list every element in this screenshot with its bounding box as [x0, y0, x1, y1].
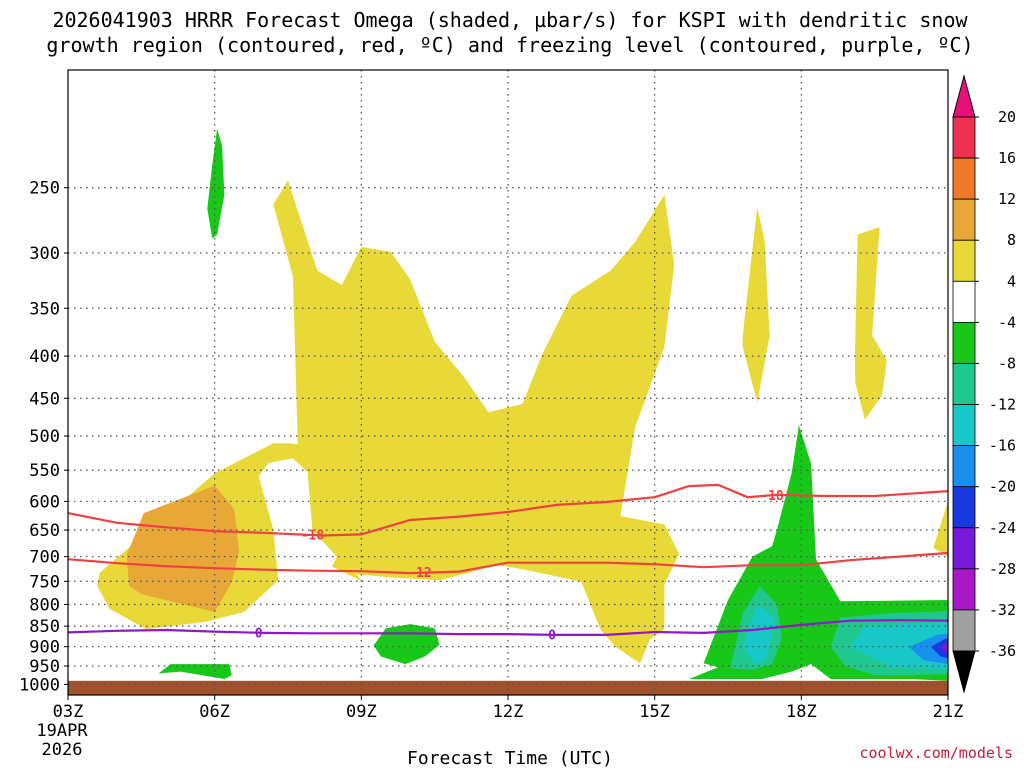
freezing-level-label: 0	[548, 629, 556, 644]
omega-minus12-east	[742, 604, 775, 665]
colorbar-swatch	[952, 198, 976, 241]
colorbar-swatch	[952, 568, 976, 611]
dendritic-top-line	[67, 483, 949, 537]
colorbar-swatch	[952, 363, 976, 405]
y-tick-label: 450	[29, 389, 60, 409]
freezing-level-label: 0	[255, 626, 263, 641]
y-tick-label: 650	[29, 521, 60, 541]
omega-minus4-0530z	[158, 664, 232, 679]
colorbar-label: -8	[998, 354, 1016, 372]
colorbar: 20 16 12 8 4 -4 -8 -12 -16 -20 -24 -28 -32 -36	[952, 74, 1016, 694]
omega-plus8	[126, 485, 240, 612]
x-tick-label: 09Z	[346, 702, 377, 722]
colorbar-label: -12	[989, 396, 1016, 414]
y-tick-label: 800	[29, 595, 60, 615]
x-tick-label: 03Z	[53, 702, 84, 722]
x-axis-ticks: 03Z 06Z 09Z 12Z 15Z 18Z 21Z	[53, 695, 964, 722]
colorbar-swatch	[952, 404, 976, 447]
plot-area: -18 -18 -12 0 0	[67, 69, 949, 696]
y-tick-label: 850	[29, 617, 60, 637]
y-tick-label: 600	[29, 492, 60, 512]
dendritic-top-label: -18	[760, 489, 784, 504]
freezing-level-line	[67, 619, 949, 636]
gridlines	[68, 70, 948, 695]
y-tick-label: 500	[29, 427, 60, 447]
colorbar-bottom-arrow	[952, 650, 976, 694]
y-tick-label: 400	[29, 347, 60, 367]
colorbar-label: -32	[989, 601, 1016, 619]
colorbar-label: -24	[989, 519, 1016, 537]
dendritic-bottom-label: -12	[408, 566, 431, 581]
y-tick-label: 750	[29, 572, 60, 592]
colorbar-swatch	[952, 280, 976, 323]
colorbar-swatch	[952, 609, 976, 652]
x-tick-label: 06Z	[199, 702, 230, 722]
omega-plus4-spike-19z	[855, 227, 887, 420]
chart-title-line1: 2026041903 HRRR Forecast Omega (shaded, …	[52, 8, 968, 32]
y-tick-label: 350	[29, 299, 60, 319]
omega-minus24-east	[940, 641, 948, 654]
y-tick-label: 950	[29, 657, 60, 677]
omega-shading	[97, 128, 948, 681]
colorbar-label: 8	[1007, 231, 1016, 249]
colorbar-swatch	[952, 527, 976, 570]
x-start-date-line1: 19APR	[36, 721, 88, 741]
colorbar-label: -20	[989, 478, 1016, 496]
colorbar-swatch	[952, 321, 976, 364]
colorbar-top-arrow	[952, 74, 976, 118]
x-tick-label: 15Z	[639, 702, 670, 722]
colorbar-swatch	[952, 486, 976, 529]
colorbar-label: 4	[1007, 272, 1016, 290]
colorbar-label: -28	[989, 560, 1016, 578]
x-tick-label: 21Z	[933, 702, 964, 722]
omega-plus4-corner	[933, 501, 948, 557]
y-tick-label: 900	[29, 638, 60, 658]
colorbar-swatch	[952, 116, 976, 159]
y-tick-label: 1000	[19, 675, 60, 695]
y-tick-label: 300	[29, 244, 60, 264]
credit-text: coolwx.com/models	[859, 744, 1013, 762]
y-tick-label: 250	[29, 179, 60, 199]
omega-minus20-east	[930, 638, 948, 659]
chart-title-line2: growth region (contoured, red, ºC) and f…	[46, 33, 973, 57]
omega-plus4-main	[97, 180, 680, 664]
colorbar-label: -4	[998, 313, 1016, 331]
temperature-contours: -18 -18 -12 0 0	[67, 483, 949, 644]
x-tick-label: 18Z	[786, 702, 817, 722]
colorbar-swatch	[952, 445, 976, 488]
colorbar-swatch	[952, 157, 976, 200]
y-axis-ticks: 2503003504004505005506006507007508008509…	[19, 179, 68, 695]
colorbar-label: 20	[998, 108, 1016, 126]
colorbar-label: -36	[989, 642, 1016, 660]
colorbar-label: 16	[998, 149, 1016, 167]
omega-minus4-top	[207, 128, 225, 239]
colorbar-swatch	[952, 239, 976, 282]
x-start-date-line2: 2026	[42, 740, 83, 760]
omega-plus4-spike-17z	[742, 207, 770, 403]
colorbar-label: 12	[998, 190, 1016, 208]
dendritic-bottom-line	[67, 551, 949, 575]
x-tick-label: 12Z	[493, 702, 524, 722]
y-tick-label: 550	[29, 461, 60, 481]
omega-minus4-10z	[373, 624, 440, 665]
dendritic-top-label: -18	[301, 528, 325, 543]
x-axis-label: Forecast Time (UTC)	[407, 748, 613, 768]
colorbar-label: -16	[989, 437, 1016, 455]
y-tick-label: 700	[29, 548, 60, 568]
omega-minus16-east	[908, 633, 948, 665]
